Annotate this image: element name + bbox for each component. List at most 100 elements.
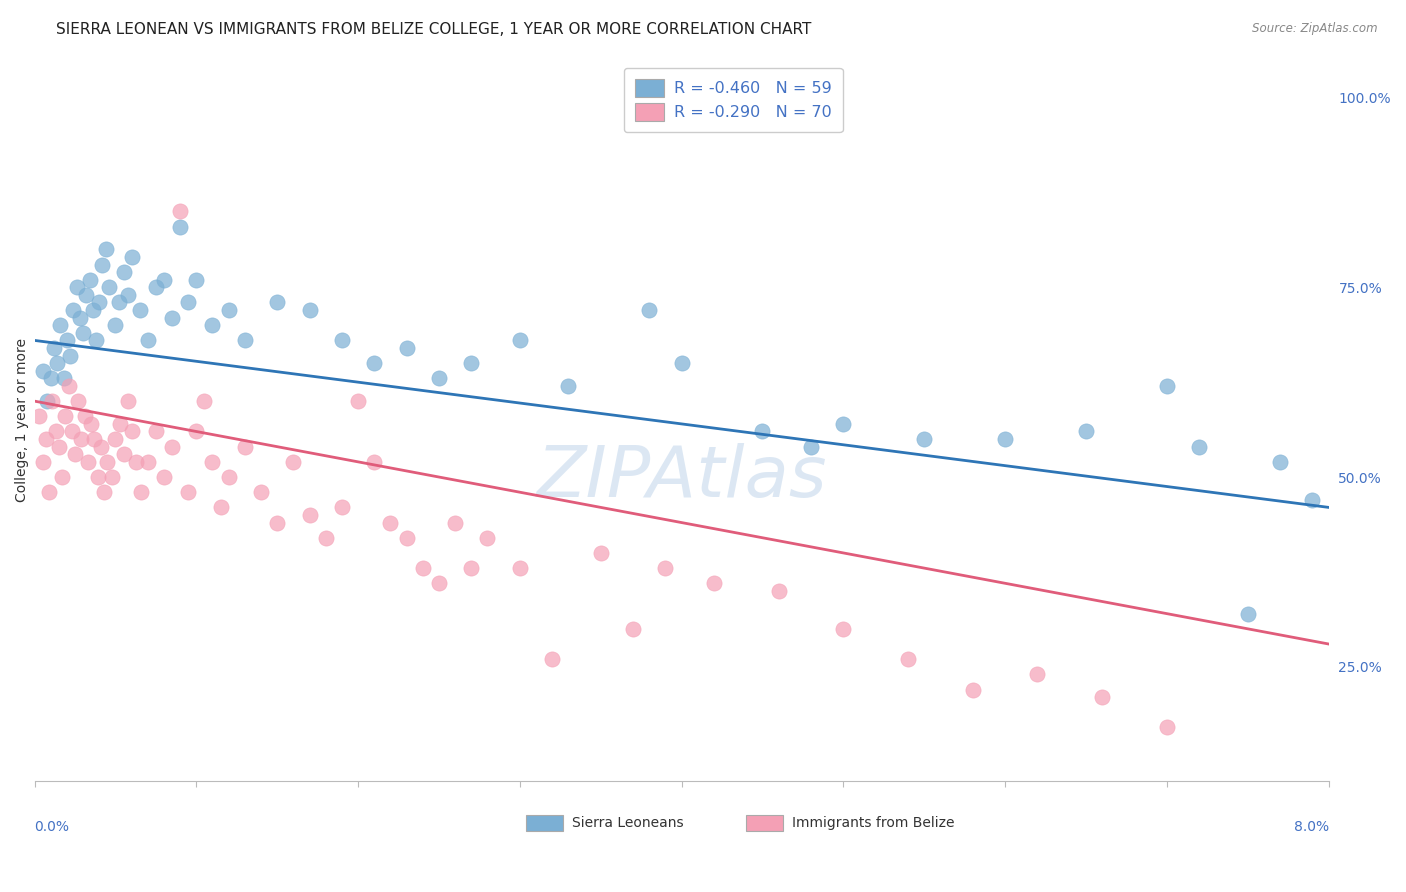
Point	[201, 318, 224, 333]
Point	[897, 652, 920, 666]
Point	[1156, 379, 1178, 393]
Point	[654, 561, 676, 575]
Point	[62, 303, 84, 318]
Point	[169, 204, 191, 219]
Point	[1026, 667, 1049, 681]
Point	[70, 432, 93, 446]
Point	[49, 318, 72, 333]
Point	[84, 334, 107, 348]
Text: Sierra Leoneans: Sierra Leoneans	[572, 816, 683, 830]
Text: 8.0%: 8.0%	[1294, 821, 1329, 834]
Point	[104, 318, 127, 333]
Point	[1236, 607, 1258, 621]
Point	[298, 303, 321, 318]
Point	[45, 425, 67, 439]
Point	[89, 295, 111, 310]
Point	[91, 258, 114, 272]
Point	[46, 356, 69, 370]
Point	[82, 303, 104, 318]
Point	[90, 440, 112, 454]
Point	[1268, 455, 1291, 469]
Point	[58, 379, 80, 393]
Point	[121, 250, 143, 264]
Point	[298, 508, 321, 522]
Point	[186, 273, 208, 287]
Point	[266, 516, 288, 530]
Point	[104, 432, 127, 446]
Point	[52, 371, 75, 385]
Point	[51, 470, 73, 484]
Point	[79, 273, 101, 287]
Point	[83, 432, 105, 446]
Point	[412, 561, 434, 575]
Point	[38, 485, 60, 500]
Point	[703, 576, 725, 591]
Point	[110, 417, 132, 431]
Point	[56, 334, 79, 348]
Point	[96, 455, 118, 469]
Point	[177, 295, 200, 310]
Point	[315, 531, 337, 545]
Point	[233, 440, 256, 454]
Point	[75, 288, 97, 302]
Point	[380, 516, 402, 530]
Point	[53, 409, 76, 424]
Point	[145, 280, 167, 294]
Point	[509, 561, 531, 575]
Point	[121, 425, 143, 439]
Point	[59, 349, 82, 363]
Point	[117, 288, 139, 302]
Point	[395, 341, 418, 355]
Point	[93, 485, 115, 500]
Point	[283, 455, 305, 469]
Point	[37, 394, 59, 409]
Point	[832, 622, 855, 636]
Point	[541, 652, 564, 666]
Point	[427, 576, 450, 591]
Point	[1188, 440, 1211, 454]
Point	[136, 334, 159, 348]
Point	[65, 280, 87, 294]
Point	[63, 447, 86, 461]
Point	[1074, 425, 1097, 439]
Point	[125, 455, 148, 469]
Point	[1091, 690, 1114, 705]
Point	[94, 243, 117, 257]
Point	[460, 561, 482, 575]
Text: ZIPAtlas: ZIPAtlas	[536, 443, 827, 512]
Point	[330, 334, 353, 348]
Point	[218, 470, 240, 484]
Point	[80, 417, 103, 431]
Point	[41, 394, 63, 409]
Point	[72, 326, 94, 340]
Point	[153, 273, 176, 287]
Point	[131, 485, 153, 500]
Point	[39, 371, 62, 385]
Point	[98, 280, 121, 294]
Point	[444, 516, 467, 530]
Point	[48, 440, 70, 454]
Point	[218, 303, 240, 318]
Text: Source: ZipAtlas.com: Source: ZipAtlas.com	[1253, 22, 1378, 36]
Point	[250, 485, 273, 500]
Point	[638, 303, 661, 318]
Point	[73, 409, 96, 424]
Point	[186, 425, 208, 439]
Text: SIERRA LEONEAN VS IMMIGRANTS FROM BELIZE COLLEGE, 1 YEAR OR MORE CORRELATION CHA: SIERRA LEONEAN VS IMMIGRANTS FROM BELIZE…	[56, 22, 811, 37]
Text: Immigrants from Belize: Immigrants from Belize	[792, 816, 955, 830]
Point	[427, 371, 450, 385]
Point	[266, 295, 288, 310]
Text: 0.0%: 0.0%	[35, 821, 69, 834]
Point	[557, 379, 579, 393]
Point	[145, 425, 167, 439]
Point	[347, 394, 370, 409]
Point	[477, 531, 499, 545]
Point	[209, 500, 232, 515]
Point	[107, 295, 129, 310]
Point	[751, 425, 773, 439]
Point	[136, 455, 159, 469]
Point	[60, 425, 83, 439]
Point	[768, 583, 790, 598]
Point	[460, 356, 482, 370]
Point	[112, 265, 135, 279]
